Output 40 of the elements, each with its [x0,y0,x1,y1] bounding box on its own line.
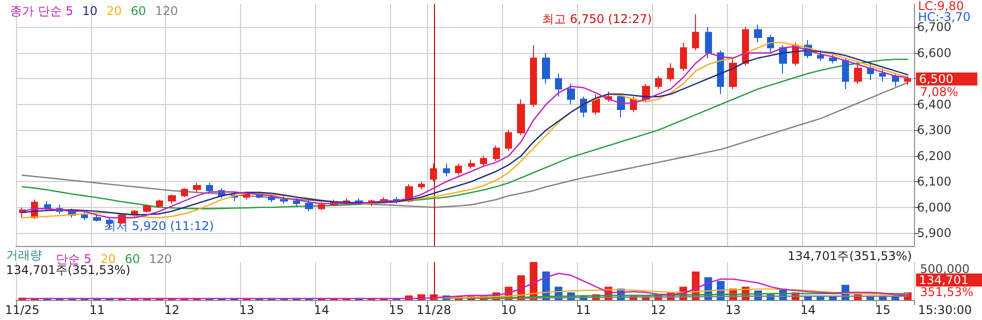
text: 60 [130,4,146,18]
text: 20 [106,4,122,18]
y-tick-label: 6,200 [917,148,952,163]
x-tick-label: 15 [875,303,890,317]
y-tick-label: 6,300 [917,123,952,138]
y-tick-label: 5,900 [917,226,952,240]
x-tick-label: 15 [388,303,404,317]
y-tick-label: 6,000 [917,200,952,214]
annotation: 최고 6,750 (12:27) [542,12,652,26]
text: 6,500 [919,72,954,86]
x-tick-label: 13 [726,303,741,317]
y-tick-label: 6,400 [917,97,952,112]
text: 134,701 [919,273,969,287]
text: 단순 5 [56,252,92,266]
text: 120 [148,252,172,266]
text: LC:9,80 [918,0,964,13]
annotation: 134,701주(351,53%) [6,263,130,277]
x-tick-label: 12 [650,303,666,317]
y-tick-label: 6,600 [917,46,952,60]
x-tick-label: 12 [164,303,180,317]
text: 351,53% [920,285,974,299]
x-tick-label: 11 [89,303,105,317]
x-tick-label: 11/25 [4,303,40,317]
text: 10 [82,4,98,18]
x-tick-label: 13 [239,303,254,317]
x-tick-label: 14 [800,303,816,317]
text: 15:30:00 [918,303,972,317]
y-tick-label: 6,100 [917,174,952,189]
text: 7,08% [920,85,958,99]
x-tick-label: 11 [576,303,592,317]
text: 500,000 [920,262,970,276]
annotation: 134,701주(351,53%) [788,249,912,263]
text: 60 [124,252,140,266]
text: 20 [100,252,116,266]
text: 종가 단순 5 [10,4,74,18]
text: 120 [155,4,178,18]
legend-title: 거래량 [6,248,42,262]
x-tick-label: 14 [314,303,330,317]
x-tick-label: 10 [501,303,516,317]
x-tick-label: 11/28 [416,303,452,317]
